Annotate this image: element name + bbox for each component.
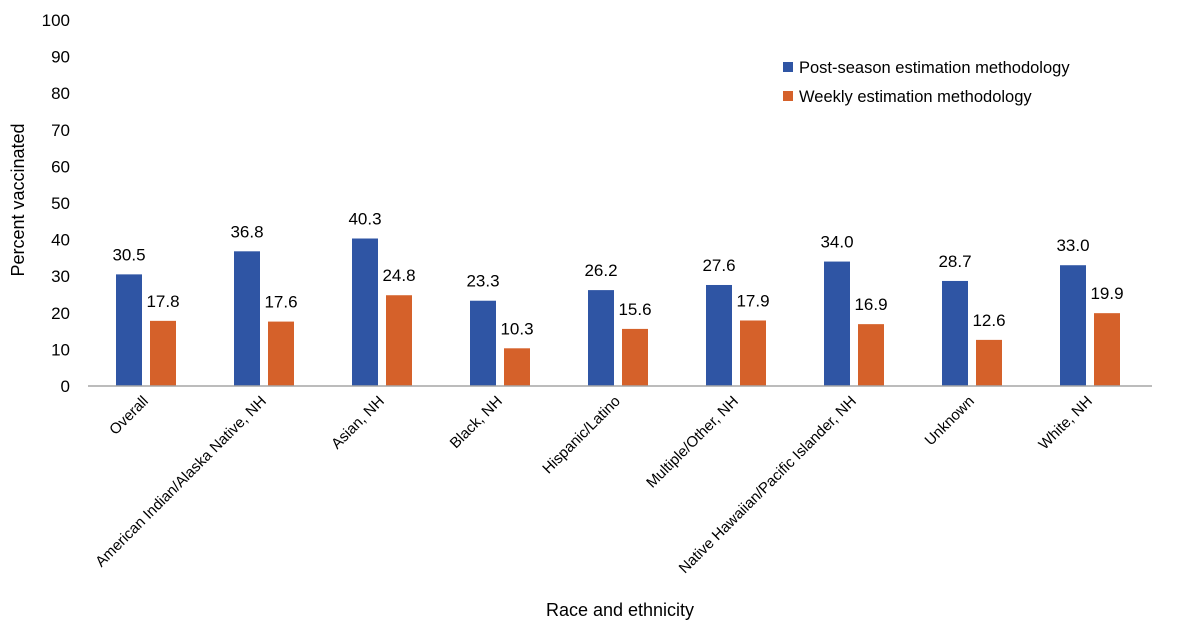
y-tick-label: 0 <box>61 377 70 396</box>
bar <box>470 300 496 386</box>
bar <box>588 290 614 386</box>
y-tick-label: 100 <box>42 11 70 30</box>
x-tick-label: Unknown <box>922 393 978 449</box>
data-label: 33.0 <box>1056 236 1089 255</box>
data-label: 19.9 <box>1090 284 1123 303</box>
data-label: 30.5 <box>112 245 145 264</box>
bar <box>1094 313 1120 386</box>
bar <box>976 339 1002 386</box>
data-label: 40.3 <box>348 210 381 229</box>
bar <box>352 238 378 386</box>
data-label: 26.2 <box>584 261 617 280</box>
data-label: 10.3 <box>500 319 533 338</box>
data-label: 24.8 <box>382 266 415 285</box>
data-label: 36.8 <box>230 222 263 241</box>
bar <box>858 324 884 386</box>
data-label: 27.6 <box>702 256 735 275</box>
y-axis-title: Percent vaccinated <box>8 123 28 276</box>
y-tick-label: 40 <box>51 231 70 250</box>
data-label: 34.0 <box>820 233 853 252</box>
bar <box>1060 265 1086 386</box>
bar <box>116 274 142 386</box>
y-tick-label: 10 <box>51 340 70 359</box>
x-tick-label: Multiple/Other, NH <box>643 393 742 492</box>
y-tick-label: 80 <box>51 84 70 103</box>
x-axis-title: Race and ethnicity <box>546 600 694 620</box>
data-label: 17.8 <box>146 292 179 311</box>
data-label: 15.6 <box>618 300 651 319</box>
data-label: 17.9 <box>736 291 769 310</box>
bar <box>824 261 850 386</box>
data-label: 16.9 <box>854 295 887 314</box>
bar <box>386 295 412 386</box>
bar <box>740 320 766 386</box>
x-tick-label: Overall <box>106 393 152 439</box>
y-tick-label: 60 <box>51 157 70 176</box>
data-label: 23.3 <box>466 272 499 291</box>
y-tick-label: 50 <box>51 194 70 213</box>
legend-swatch <box>783 91 793 101</box>
legend: Post-season estimation methodology Weekly… <box>783 59 1070 106</box>
legend-label: Post-season estimation methodology <box>799 59 1070 77</box>
y-tick-label: 70 <box>51 121 70 140</box>
bar <box>622 328 648 386</box>
bar <box>504 348 530 386</box>
bar <box>150 320 176 386</box>
legend-swatch <box>783 62 793 72</box>
bar <box>942 280 968 386</box>
data-label: 28.7 <box>938 252 971 271</box>
bar <box>706 284 732 386</box>
x-tick-label: Hispanic/Latino <box>539 393 624 478</box>
bar <box>234 251 260 386</box>
legend-label: Weekly estimation methodology <box>799 88 1032 106</box>
x-tick-label: White, NH <box>1035 393 1095 453</box>
y-tick-label: 20 <box>51 304 70 323</box>
x-tick-label: Asian, NH <box>328 393 388 453</box>
x-tick-label: Black, NH <box>447 393 506 452</box>
y-tick-label: 30 <box>51 267 70 286</box>
data-label: 12.6 <box>972 311 1005 330</box>
bar <box>268 321 294 386</box>
y-tick-label: 90 <box>51 48 70 67</box>
data-label: 17.6 <box>264 293 297 312</box>
